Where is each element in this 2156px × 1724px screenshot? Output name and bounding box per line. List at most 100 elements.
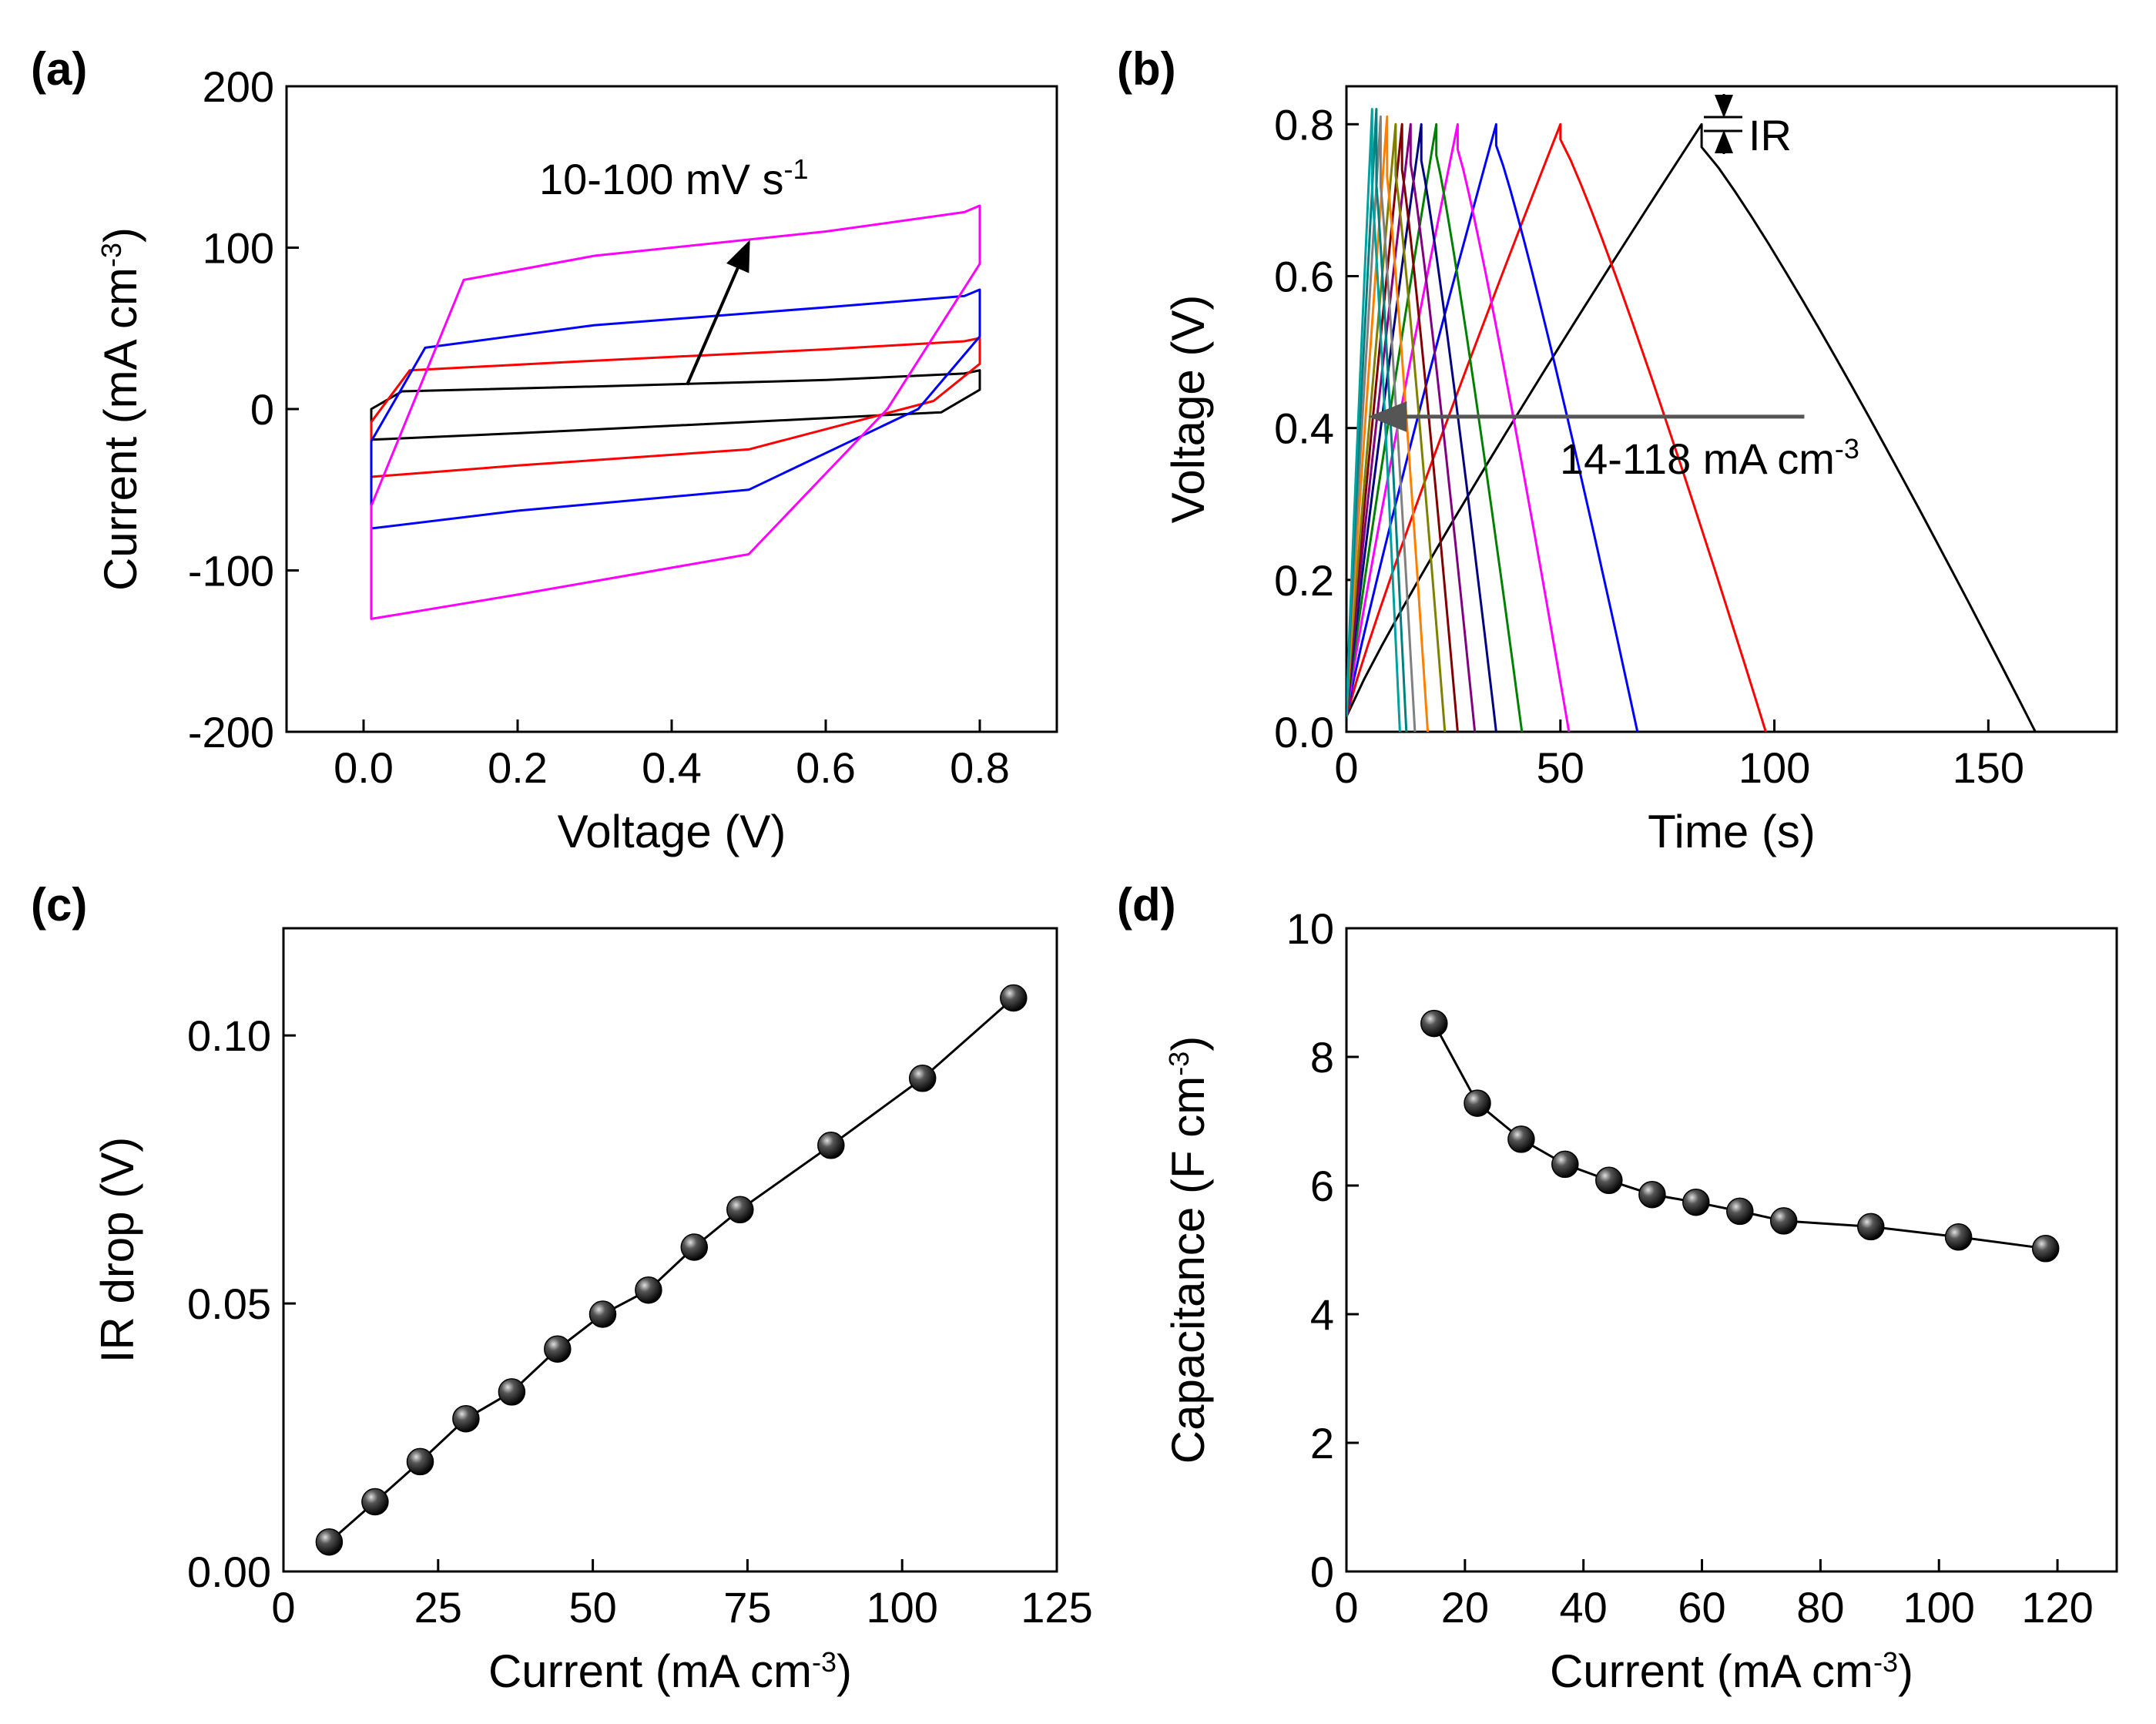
plot-frame <box>1345 85 2118 733</box>
y-tick-label: 200 <box>203 62 274 111</box>
data-point <box>315 1528 344 1556</box>
data-point <box>1857 1213 1885 1241</box>
x-tick-label: 50 <box>1537 743 1584 792</box>
gcd-curve <box>1346 122 1639 732</box>
y-tick-label: 0.10 <box>187 1011 271 1060</box>
cv-curve <box>370 369 981 441</box>
gcd-curve <box>1346 122 1497 732</box>
x-tick-label: 0 <box>1334 1583 1358 1632</box>
data-point <box>1551 1150 1579 1179</box>
gcd-curve <box>1346 122 1571 732</box>
data-point <box>1638 1180 1666 1209</box>
x-axis-label: Current (mA cm-3) <box>1550 1645 1913 1697</box>
gcd-curve <box>1346 115 1430 732</box>
data-point <box>452 1404 480 1433</box>
x-tick-label: 60 <box>1678 1583 1725 1632</box>
data-point <box>1944 1223 1973 1251</box>
data-point <box>1682 1188 1710 1216</box>
data-point <box>1464 1089 1491 1117</box>
x-tick-label: 0 <box>1334 743 1358 792</box>
plot-frame <box>282 927 1058 1573</box>
y-tick-label: 0.0 <box>1274 708 1334 756</box>
panel-c: (c) 0 25 50 75 100 125 0.00 0.05 0.10 Current (mA … <box>31 879 1093 1697</box>
data-point <box>680 1233 709 1261</box>
y-tick-label: 6 <box>1310 1162 1334 1210</box>
data-point <box>726 1196 754 1224</box>
cv-curve <box>370 288 981 530</box>
x-tick-label: 150 <box>1953 743 2024 792</box>
panel-d: (d) 0 20 40 60 80 100 120 0 2 4 6 8 10 Current (mA cm-… <box>1117 879 2118 1697</box>
gcd-curve <box>1346 108 1408 732</box>
data-point <box>544 1335 572 1363</box>
y-tick-label: 100 <box>203 224 274 273</box>
plot-frame <box>1345 927 2118 1573</box>
data-point <box>498 1378 526 1406</box>
x-tick-label: 80 <box>1796 1583 1844 1632</box>
gcd-curve <box>1346 122 1459 732</box>
data-point <box>361 1488 389 1516</box>
y-axis-label: Voltage (V) <box>1162 295 1214 524</box>
y-axis-label: Current (mA cm-3) <box>95 227 146 591</box>
gcd-curve <box>1346 108 1401 732</box>
x-tick-label: 100 <box>866 1583 937 1632</box>
cv-curve <box>370 337 981 478</box>
x-tick-label: 0.0 <box>334 743 394 792</box>
panel-b: (b) 0 50 100 150 0.0 0.2 0.4 0.6 0.8 Time (s) Volta… <box>1117 43 2118 857</box>
x-tick-label: 25 <box>414 1583 462 1632</box>
y-tick-label: 0.6 <box>1274 252 1334 300</box>
y-axis-label: IR drop (V) <box>92 1137 143 1363</box>
plot-area <box>370 204 981 620</box>
panel-a: (a) 0.0 0.2 0.4 0.6 0.8 -200 -100 0 100 200 Voltage… <box>31 43 1058 857</box>
x-tick-label: 0.2 <box>488 743 548 792</box>
x-tick-label: 40 <box>1560 1583 1608 1632</box>
y-tick-label: 0 <box>250 385 274 434</box>
data-point <box>1000 984 1028 1012</box>
gcd-curve <box>1346 122 1767 732</box>
data-point <box>1507 1125 1535 1153</box>
x-tick-label: 125 <box>1021 1583 1092 1632</box>
y-tick-label: -100 <box>188 547 274 595</box>
gcd-curve <box>1346 122 1447 732</box>
data-point <box>2031 1235 2060 1263</box>
y-tick-label: 0.2 <box>1274 556 1334 605</box>
gcd-curve <box>1346 122 1477 732</box>
x-tick-label: 75 <box>723 1583 771 1632</box>
data-point <box>908 1065 937 1092</box>
gcd-curve <box>1346 115 1417 732</box>
data-point <box>1420 1009 1448 1038</box>
y-axis-label: Capacitance (F cm-3) <box>1162 1036 1214 1464</box>
y-tick-label: 0.8 <box>1274 100 1334 149</box>
current-annotation: 14-118 mA cm-3 <box>1560 433 1859 484</box>
data-point <box>1595 1166 1623 1195</box>
data-point <box>406 1447 434 1476</box>
x-tick-label: 120 <box>2021 1583 2093 1632</box>
x-tick-label: 100 <box>1903 1583 1975 1632</box>
x-tick-label: 100 <box>1739 743 1810 792</box>
x-tick-label: 0.6 <box>796 743 856 792</box>
x-tick-label: 50 <box>568 1583 616 1632</box>
data-point <box>1769 1207 1798 1235</box>
x-axis-label: Current (mA cm-3) <box>488 1645 852 1697</box>
cv-curve <box>370 204 981 620</box>
y-tick-label: 0 <box>1310 1548 1334 1596</box>
scan-rate-annotation: 10-100 mV s-1 <box>539 153 809 204</box>
panel-label: (b) <box>1117 43 1176 95</box>
data-point <box>817 1132 845 1159</box>
data-point <box>1726 1197 1754 1226</box>
ir-label: IR <box>1749 111 1792 159</box>
panel-label: (a) <box>31 43 87 95</box>
y-tick-label: 4 <box>1310 1290 1334 1339</box>
y-tick-label: 0.4 <box>1274 404 1334 453</box>
y-tick-label: 8 <box>1310 1033 1334 1082</box>
data-point <box>588 1300 617 1328</box>
panel-label: (d) <box>1117 879 1176 931</box>
y-tick-label: 2 <box>1310 1419 1334 1467</box>
x-tick-label: 0.8 <box>950 743 1010 792</box>
panel-label: (c) <box>31 879 87 931</box>
x-axis-label: Voltage (V) <box>558 806 786 857</box>
y-tick-label: 0.00 <box>187 1548 271 1596</box>
plot-area <box>1346 108 2037 732</box>
y-tick-label: -200 <box>188 708 274 756</box>
x-axis-label: Time (s) <box>1648 806 1816 857</box>
